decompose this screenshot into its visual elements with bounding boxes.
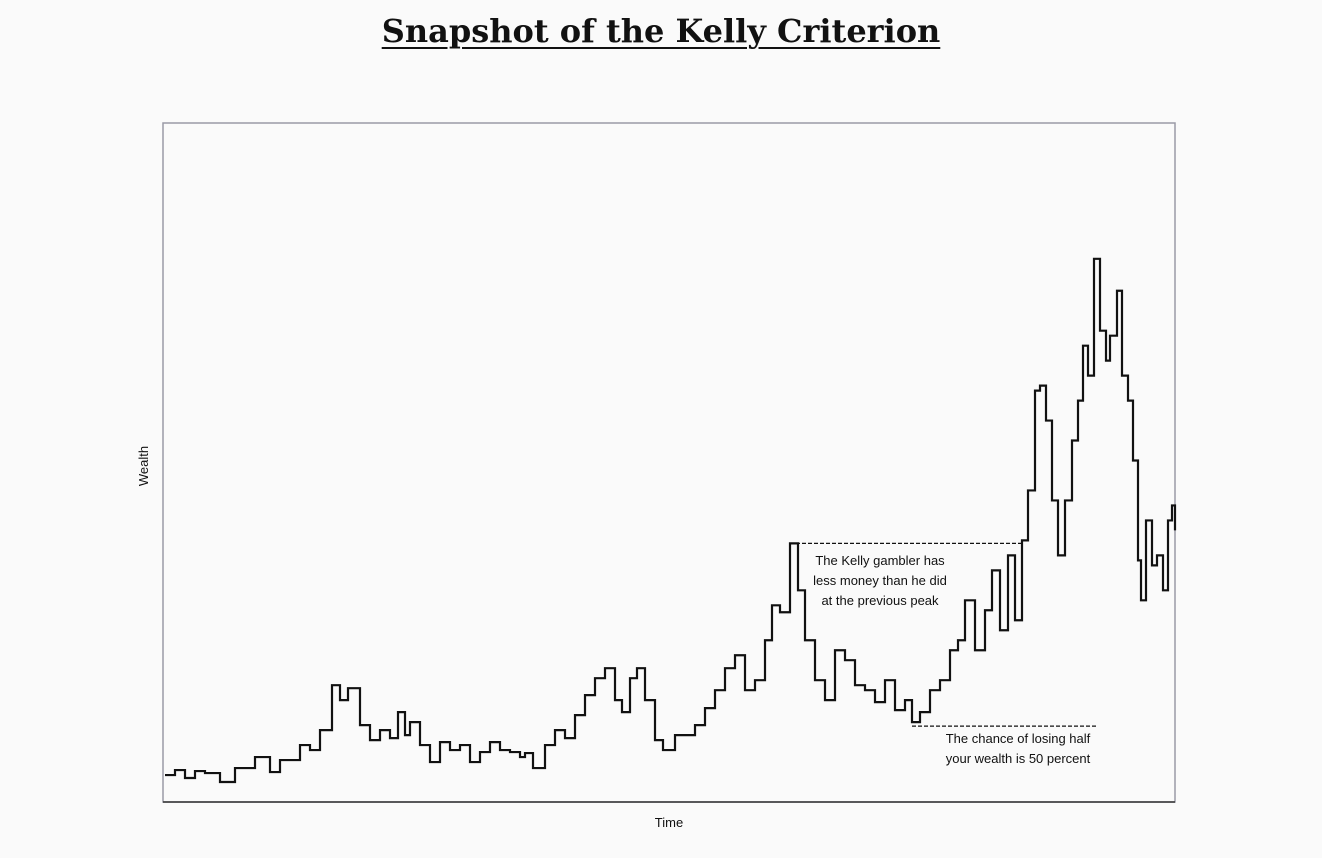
annotation-peak-line-1: The Kelly gambler has	[815, 553, 945, 568]
annotation-peak: The Kelly gambler has less money than he…	[813, 553, 947, 608]
plot-frame	[162, 122, 1176, 803]
annotation-trough-line-2: your wealth is 50 percent	[946, 751, 1091, 766]
chart-title-text: Snapshot of the Kelly Criterion	[381, 12, 941, 50]
chart-title: Snapshot of the Kelly Criterion	[0, 12, 1322, 50]
annotation-peak-line-3: at the previous peak	[821, 593, 939, 608]
x-axis-label: Time	[655, 815, 683, 830]
annotation-peak-line-2: less money than he did	[813, 573, 947, 588]
annotation-trough-line-1: The chance of losing half	[946, 731, 1091, 746]
y-axis-label: Wealth	[136, 446, 151, 486]
annotation-trough: The chance of losing half your wealth is…	[946, 731, 1091, 766]
wealth-line	[165, 257, 1177, 784]
